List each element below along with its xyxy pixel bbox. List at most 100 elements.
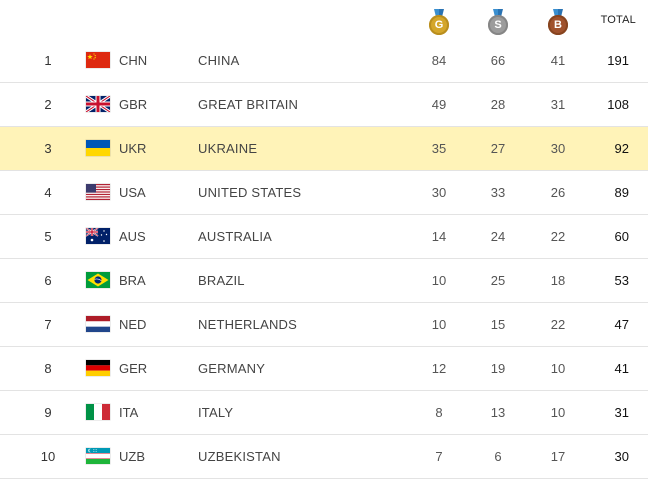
netherlands-flag-icon (86, 316, 110, 332)
total-count: 47 (614, 317, 629, 332)
table-row[interactable]: 8 GER GERMANY 12 19 10 41 (0, 347, 648, 391)
silver-count: 19 (490, 361, 506, 376)
bronze-count: 22 (550, 229, 566, 244)
gold-medal-letter: G (429, 15, 449, 35)
rank: 6 (44, 273, 52, 288)
silver-count: 27 (490, 141, 506, 156)
bronze-count: 17 (550, 449, 566, 464)
country-name[interactable]: CHINA (198, 53, 240, 68)
country-name[interactable]: UKRAINE (198, 141, 258, 156)
table-row[interactable]: 10 UZB UZBEKISTAN 7 6 17 30 (0, 435, 648, 479)
brazil-flag-icon (86, 272, 110, 288)
country-name[interactable]: UZBEKISTAN (198, 449, 281, 464)
country-name[interactable]: BRAZIL (198, 273, 245, 288)
country-name[interactable]: UNITED STATES (198, 185, 302, 200)
gold-count: 35 (431, 141, 447, 156)
silver-medal-letter: S (488, 15, 508, 35)
total-count: 30 (614, 449, 629, 464)
silver-count: 33 (490, 185, 506, 200)
table-row[interactable]: 4 USA UNITED STATES 30 33 26 89 (0, 171, 648, 215)
country-code: GER (119, 361, 148, 376)
bronze-count: 10 (550, 405, 566, 420)
china-flag-icon (86, 52, 110, 68)
country-name[interactable]: AUSTRALIA (198, 229, 273, 244)
silver-medal-icon[interactable]: S (488, 9, 508, 37)
silver-count: 66 (490, 53, 506, 68)
total-count: 108 (607, 97, 629, 112)
australia-flag-icon (86, 228, 110, 244)
gold-medal-icon[interactable]: G (429, 9, 449, 37)
table-row[interactable]: 7 NED NETHERLANDS 10 15 22 47 (0, 303, 648, 347)
country-name[interactable]: GERMANY (198, 361, 266, 376)
country-code: GBR (119, 97, 148, 112)
rank: 4 (44, 185, 52, 200)
bronze-count: 31 (550, 97, 566, 112)
rank: 10 (40, 449, 56, 464)
bronze-medal-letter: B (548, 15, 568, 35)
italy-flag-icon (86, 404, 110, 420)
silver-count: 24 (490, 229, 506, 244)
gold-count: 8 (435, 405, 443, 420)
bronze-count: 10 (550, 361, 566, 376)
rank: 9 (44, 405, 52, 420)
table-row[interactable]: 2 GBR GREAT BRITAIN 49 28 31 108 (0, 83, 648, 127)
gold-count: 14 (431, 229, 447, 244)
country-code: BRA (119, 273, 146, 288)
silver-count: 25 (490, 273, 506, 288)
country-code: AUS (119, 229, 146, 244)
rank: 7 (44, 317, 52, 332)
gold-count: 49 (431, 97, 447, 112)
bronze-count: 22 (550, 317, 566, 332)
gold-count: 10 (431, 273, 447, 288)
silver-count: 28 (490, 97, 506, 112)
rank: 1 (44, 53, 52, 68)
ribbon-shape (553, 9, 563, 17)
country-name[interactable]: ITALY (198, 405, 234, 420)
table-row[interactable]: 5 AUS AUSTRALIA 14 24 22 60 (0, 215, 648, 259)
table-header: G S B TOTAL (0, 0, 648, 39)
table-row[interactable]: 9 ITA ITALY 8 13 10 31 (0, 391, 648, 435)
total-count: 41 (614, 361, 629, 376)
germany-flag-icon (86, 360, 110, 376)
ribbon-shape (493, 9, 503, 17)
total-count: 92 (614, 141, 629, 156)
gold-count: 12 (431, 361, 447, 376)
gold-count: 84 (431, 53, 447, 68)
medal-table: 1 CHN CHINA 84 66 41 191 2 GBR GREAT BRI… (0, 39, 648, 479)
country-code: UKR (119, 141, 147, 156)
silver-count: 13 (490, 405, 506, 420)
bronze-count: 30 (550, 141, 566, 156)
total-column-header[interactable]: TOTAL (600, 14, 636, 26)
usa-flag-icon (86, 184, 110, 200)
silver-count: 6 (494, 449, 502, 464)
total-count: 53 (614, 273, 629, 288)
ribbon-shape (434, 9, 444, 17)
bronze-medal-icon[interactable]: B (548, 9, 568, 37)
gold-count: 7 (435, 449, 443, 464)
table-row[interactable]: 1 CHN CHINA 84 66 41 191 (0, 39, 648, 83)
bronze-count: 18 (550, 273, 566, 288)
total-count: 31 (614, 405, 629, 420)
great-britain-flag-icon (86, 96, 110, 112)
rank: 2 (44, 97, 52, 112)
ukraine-flag-icon (86, 140, 110, 156)
country-code: USA (119, 185, 146, 200)
bronze-count: 26 (550, 185, 566, 200)
country-code: UZB (119, 449, 145, 464)
total-count: 89 (614, 185, 629, 200)
gold-count: 30 (431, 185, 447, 200)
country-code: NED (119, 317, 147, 332)
uzbekistan-flag-icon (86, 448, 110, 464)
country-code: CHN (119, 53, 148, 68)
rank: 5 (44, 229, 52, 244)
rank: 8 (44, 361, 52, 376)
country-name[interactable]: GREAT BRITAIN (198, 97, 299, 112)
table-row[interactable]: 6 BRA BRAZIL 10 25 18 53 (0, 259, 648, 303)
country-code: ITA (119, 405, 139, 420)
rank: 3 (44, 141, 52, 156)
gold-count: 10 (431, 317, 447, 332)
bronze-count: 41 (550, 53, 566, 68)
country-name[interactable]: NETHERLANDS (198, 317, 297, 332)
table-row[interactable]: 3 UKR UKRAINE 35 27 30 92 (0, 127, 648, 171)
total-count: 191 (607, 53, 629, 68)
